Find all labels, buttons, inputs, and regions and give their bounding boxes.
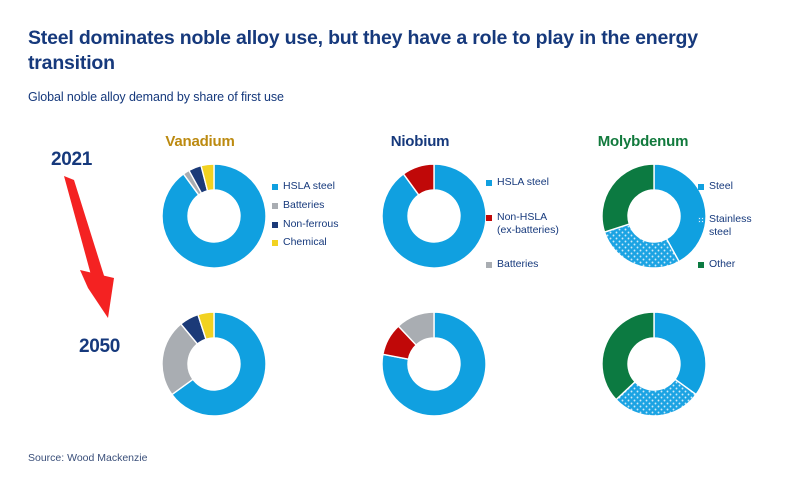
donut-slice — [161, 163, 267, 269]
donut-slice — [170, 311, 267, 417]
legend-label: Chemical — [283, 236, 327, 249]
legend-swatch — [698, 262, 704, 269]
donut-slice — [397, 311, 435, 347]
donut-slice — [197, 311, 215, 341]
legend-label: Other — [709, 258, 736, 271]
legend-label: Stainless steel — [709, 212, 752, 238]
legend-item: HSLA steel — [486, 176, 559, 189]
legend-label: Batteries — [283, 198, 325, 211]
legend-item: Batteries — [486, 258, 559, 271]
legend-swatch — [272, 184, 278, 190]
donut-slice — [601, 163, 655, 233]
donut-slice — [601, 311, 655, 401]
page-subtitle: Global noble alloy demand by share of fi… — [28, 90, 284, 104]
legend-label: HSLA steel — [497, 176, 549, 188]
donut-slice — [381, 163, 487, 269]
legend-item: HSLA steel — [272, 180, 338, 193]
legend-vanadium: HSLA steel Batteries Non-ferrous Chemical — [272, 180, 338, 255]
donut-slice — [653, 163, 707, 263]
legend-molybdenum: Steel Stainless steel Other — [698, 180, 752, 291]
legend-swatch — [698, 216, 704, 223]
legend-label: HSLA steel — [283, 180, 335, 192]
legend-item: Steel — [698, 180, 752, 193]
legend-swatch — [272, 221, 278, 228]
legend-swatch — [486, 214, 492, 221]
legend-swatch — [486, 180, 492, 186]
row-label-2021: 2021 — [51, 149, 93, 170]
legend-label: Non-ferrous — [283, 217, 339, 230]
legend-swatch — [486, 262, 492, 269]
legend-item: Non-HSLA (ex-batteries) — [486, 211, 559, 237]
legend-item: Non-ferrous — [272, 218, 338, 231]
row-label-2050: 2050 — [79, 336, 121, 357]
legend-item: Stainless steel — [698, 213, 752, 239]
legend-item: Other — [698, 258, 752, 271]
donut-slice — [615, 378, 698, 417]
donut-slice — [200, 163, 215, 192]
page-title: Steel dominates noble alloy use, but the… — [28, 27, 698, 74]
source-note: Source: Wood Mackenzie — [28, 452, 148, 464]
red-down-arrow-icon — [50, 170, 160, 330]
legend-swatch — [698, 184, 704, 190]
donut-slice — [402, 163, 435, 196]
column-header-vanadium: Vanadium — [165, 133, 235, 150]
legend-label: Non-HSLA (ex-batteries) — [497, 210, 559, 236]
legend-item: Batteries — [272, 199, 338, 212]
column-header-molybdenum: Molybdenum — [597, 133, 689, 150]
legend-label: Steel — [709, 180, 733, 192]
legend-item: Chemical — [272, 236, 338, 249]
column-header-niobium: Niobium — [390, 133, 450, 150]
legend-swatch — [272, 240, 278, 247]
donut-slice — [381, 311, 487, 417]
legend-swatch — [272, 202, 278, 209]
donut-slice — [603, 223, 681, 269]
legend-niobium: HSLA steel Non-HSLA (ex-batteries) Batteri… — [486, 176, 559, 293]
legend-label: Batteries — [497, 258, 539, 271]
donut-slice — [653, 311, 707, 396]
